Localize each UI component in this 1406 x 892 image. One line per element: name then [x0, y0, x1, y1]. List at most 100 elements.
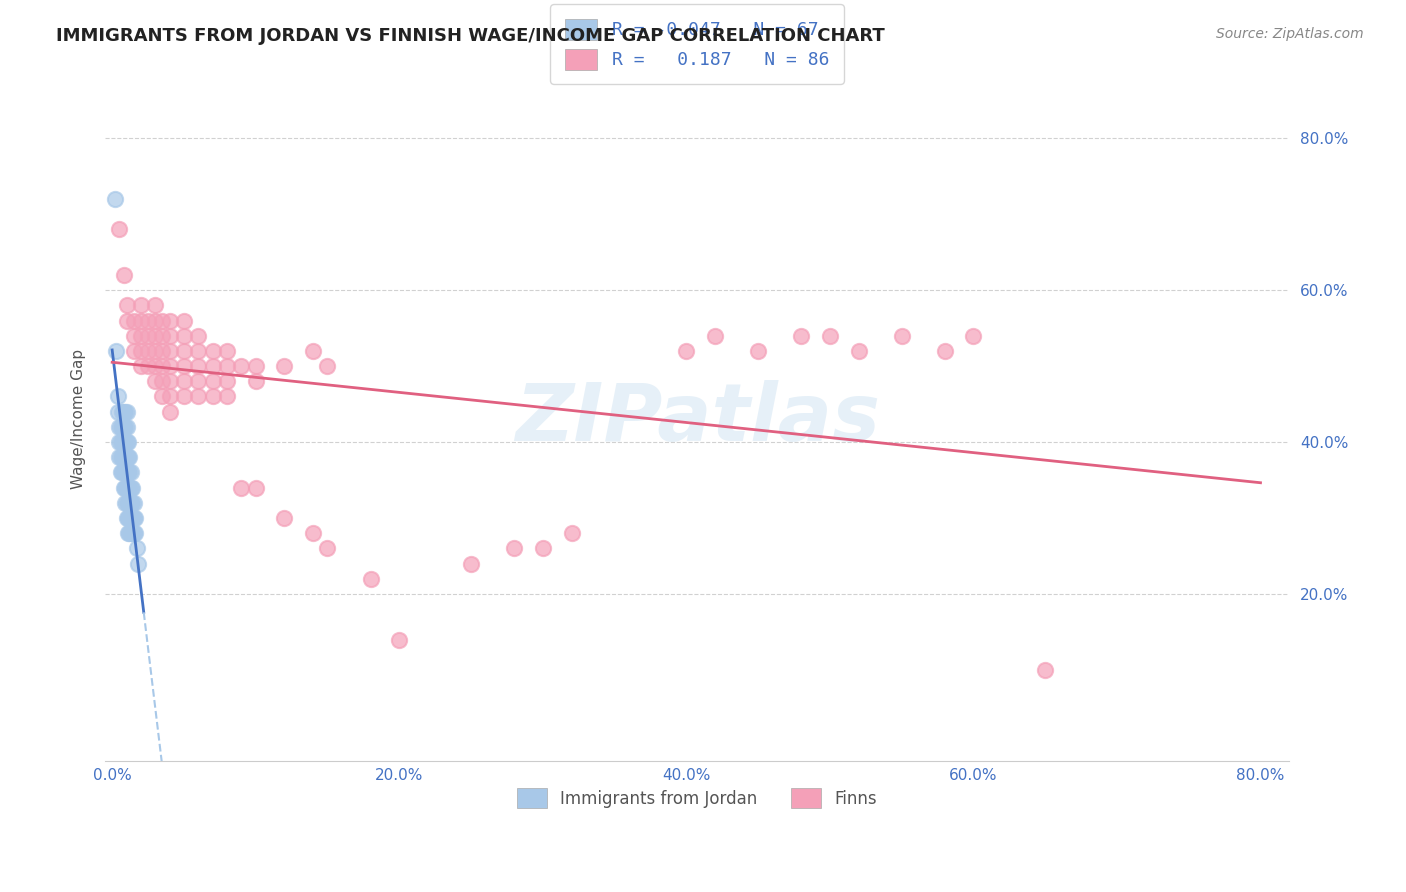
Text: IMMIGRANTS FROM JORDAN VS FINNISH WAGE/INCOME GAP CORRELATION CHART: IMMIGRANTS FROM JORDAN VS FINNISH WAGE/I… — [56, 27, 884, 45]
Point — [136, 359, 159, 373]
Point — [790, 328, 813, 343]
Point — [962, 328, 984, 343]
Point — [112, 268, 135, 282]
Point — [187, 359, 209, 373]
Point — [112, 450, 135, 465]
Point — [117, 481, 139, 495]
Point — [112, 435, 135, 450]
Point — [316, 359, 339, 373]
Point — [112, 405, 135, 419]
Point — [118, 481, 141, 495]
Point — [143, 313, 166, 327]
Point — [110, 450, 132, 465]
Legend: Immigrants from Jordan, Finns: Immigrants from Jordan, Finns — [510, 781, 884, 814]
Point — [245, 374, 267, 388]
Point — [273, 359, 295, 373]
Point — [159, 374, 181, 388]
Point — [143, 359, 166, 373]
Point — [173, 359, 195, 373]
Point — [107, 389, 129, 403]
Point — [747, 343, 769, 358]
Point — [129, 328, 152, 343]
Point — [124, 526, 146, 541]
Point — [129, 343, 152, 358]
Point — [122, 343, 145, 358]
Point — [108, 450, 131, 465]
Point — [122, 328, 145, 343]
Point — [111, 466, 134, 480]
Point — [187, 343, 209, 358]
Point — [114, 496, 136, 510]
Point — [115, 405, 138, 419]
Point — [115, 511, 138, 525]
Point — [159, 313, 181, 327]
Point — [111, 420, 134, 434]
Point — [118, 450, 141, 465]
Point — [111, 450, 134, 465]
Point — [159, 343, 181, 358]
Point — [1033, 663, 1056, 677]
Point — [143, 328, 166, 343]
Point — [159, 359, 181, 373]
Point — [122, 496, 145, 510]
Text: ZIPatlas: ZIPatlas — [515, 380, 880, 458]
Point — [173, 313, 195, 327]
Point — [120, 496, 142, 510]
Point — [111, 435, 134, 450]
Point — [388, 632, 411, 647]
Point — [460, 557, 482, 571]
Point — [302, 343, 325, 358]
Point — [143, 298, 166, 312]
Point — [129, 313, 152, 327]
Point — [118, 526, 141, 541]
Point — [201, 389, 224, 403]
Point — [115, 450, 138, 465]
Point — [108, 420, 131, 434]
Point — [675, 343, 697, 358]
Point — [890, 328, 912, 343]
Point — [245, 359, 267, 373]
Point — [143, 374, 166, 388]
Point — [127, 557, 149, 571]
Point — [560, 526, 582, 541]
Point — [120, 511, 142, 525]
Point — [121, 511, 143, 525]
Point — [115, 466, 138, 480]
Point — [152, 343, 174, 358]
Point — [704, 328, 727, 343]
Point — [114, 420, 136, 434]
Point — [117, 496, 139, 510]
Point — [152, 328, 174, 343]
Point — [117, 466, 139, 480]
Point — [159, 389, 181, 403]
Point — [122, 526, 145, 541]
Point — [187, 374, 209, 388]
Point — [360, 572, 382, 586]
Point — [136, 328, 159, 343]
Point — [115, 435, 138, 450]
Point — [114, 481, 136, 495]
Point — [115, 313, 138, 327]
Point — [125, 541, 148, 556]
Point — [152, 313, 174, 327]
Point — [120, 526, 142, 541]
Point — [117, 435, 139, 450]
Point — [201, 343, 224, 358]
Point — [848, 343, 870, 358]
Point — [531, 541, 554, 556]
Point — [231, 481, 253, 495]
Point — [104, 192, 127, 206]
Point — [115, 420, 138, 434]
Text: Source: ZipAtlas.com: Source: ZipAtlas.com — [1216, 27, 1364, 41]
Point — [117, 450, 139, 465]
Point — [108, 435, 131, 450]
Point — [121, 481, 143, 495]
Point — [112, 466, 135, 480]
Point — [187, 389, 209, 403]
Point — [215, 359, 238, 373]
Y-axis label: Wage/Income Gap: Wage/Income Gap — [72, 349, 86, 490]
Point — [124, 511, 146, 525]
Point — [114, 466, 136, 480]
Point — [215, 374, 238, 388]
Point — [187, 328, 209, 343]
